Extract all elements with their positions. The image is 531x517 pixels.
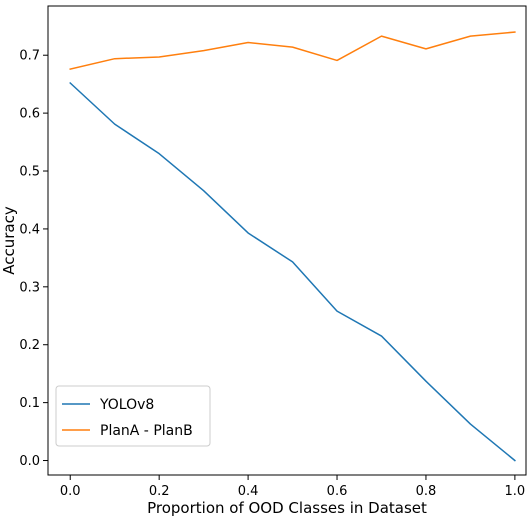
legend: YOLOv8 PlanA - PlanB bbox=[55, 385, 211, 447]
y-axis-label: Accuracy bbox=[0, 206, 18, 275]
y-tick-label: 0.7 bbox=[19, 49, 40, 64]
x-axis-ticks: 0.0 0.2 0.4 0.6 0.8 1.0 bbox=[60, 475, 525, 499]
series-line-0 bbox=[69, 81, 516, 462]
y-axis-ticks: 0.0 0.1 0.2 0.3 0.4 0.5 0.6 0.7 bbox=[19, 49, 48, 469]
x-tick-label: 0.0 bbox=[60, 484, 81, 499]
legend-label: PlanA - PlanB bbox=[100, 423, 193, 439]
plot-frame bbox=[47, 5, 527, 476]
x-tick-label: 1.0 bbox=[505, 484, 526, 499]
x-tick-label: 0.2 bbox=[149, 484, 170, 499]
y-tick-label: 0.4 bbox=[19, 222, 40, 237]
y-tick-label: 0.5 bbox=[19, 165, 40, 180]
series-line-1 bbox=[69, 31, 516, 71]
plot-area bbox=[69, 31, 516, 462]
x-axis-label: Proportion of OOD Classes in Dataset bbox=[147, 499, 427, 517]
legend-box bbox=[55, 385, 211, 447]
x-tick-label: 0.8 bbox=[416, 484, 437, 499]
y-tick-label: 0.1 bbox=[19, 396, 40, 411]
y-tick-label: 0.2 bbox=[19, 338, 40, 353]
y-tick-label: 0.3 bbox=[19, 280, 40, 295]
x-tick-label: 0.6 bbox=[327, 484, 348, 499]
legend-label: YOLOv8 bbox=[99, 397, 154, 413]
y-tick-label: 0.6 bbox=[19, 107, 40, 122]
y-tick-label: 0.0 bbox=[19, 454, 40, 469]
x-tick-label: 0.4 bbox=[238, 484, 259, 499]
